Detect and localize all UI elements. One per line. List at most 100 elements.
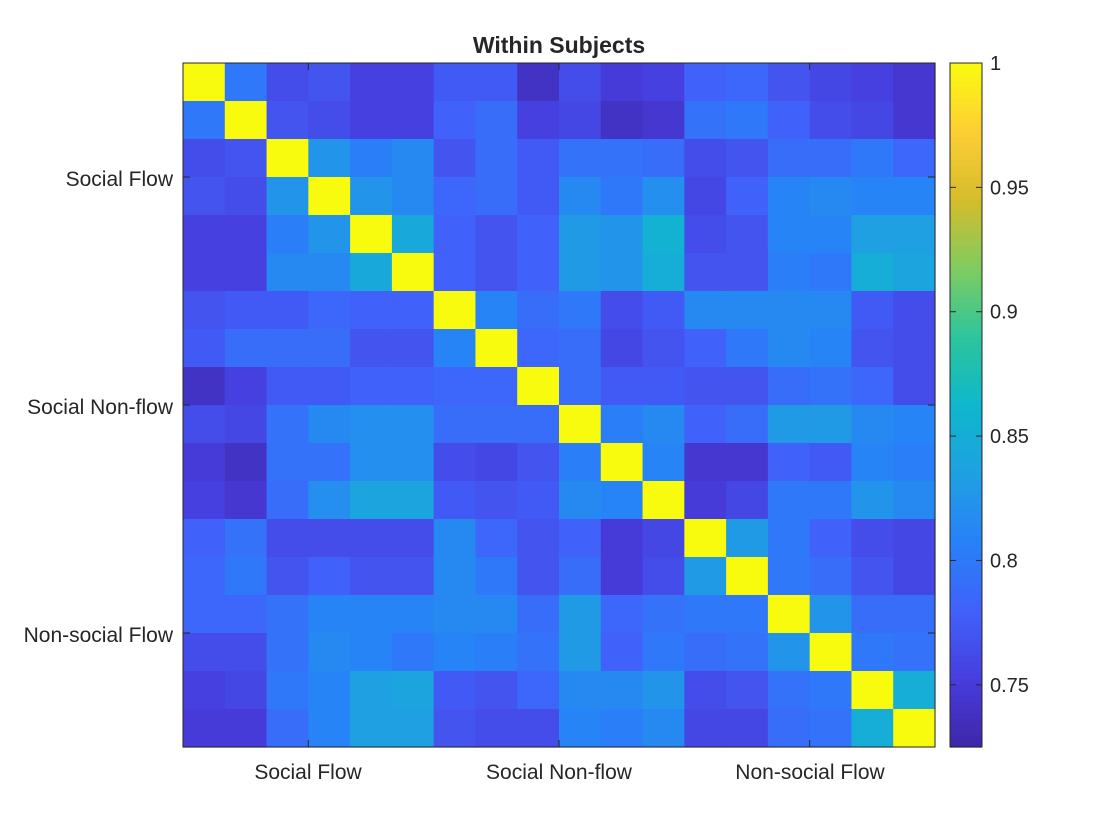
heatmap-cell: [266, 215, 309, 254]
x-tick-label-social-flow: Social Flow: [254, 761, 362, 784]
colorbar-segment: [950, 68, 982, 75]
heatmap-cell: [391, 443, 435, 482]
heatmap-cell: [559, 329, 602, 368]
heatmap-cell: [893, 101, 936, 140]
heatmap-cell: [475, 367, 518, 406]
colorbar-segment: [950, 359, 982, 366]
heatmap-cell: [642, 101, 685, 140]
colorbar-segment: [950, 519, 982, 526]
colorbar-segment: [950, 308, 982, 315]
colorbar-segment: [950, 177, 982, 184]
colorbar-segment: [950, 85, 982, 93]
heatmap-cell: [559, 709, 602, 748]
heatmap-cell: [308, 253, 351, 292]
heatmap-cell: [600, 405, 644, 444]
colorbar-segment: [950, 536, 982, 543]
colorbar-tick-label: 1: [990, 53, 1001, 75]
heatmap-cell: [809, 633, 853, 672]
colorbar-segment: [950, 262, 982, 269]
heatmap-cell: [767, 481, 811, 520]
heatmap-cell: [600, 63, 644, 102]
heatmap-cell: [433, 595, 477, 634]
heatmap-cell: [600, 481, 644, 520]
colorbar-segment: [950, 222, 982, 229]
colorbar-segment: [950, 194, 982, 201]
heatmap-cell: [350, 443, 393, 482]
colorbar-segment: [950, 439, 982, 446]
heatmap-cell: [517, 215, 560, 254]
heatmap-cell: [350, 481, 393, 520]
heatmap-cell: [433, 215, 477, 254]
heatmap-cell: [308, 671, 351, 710]
colorbar-segment: [950, 279, 982, 286]
colorbar-tick-label: 0.9: [990, 302, 1018, 324]
heatmap-cell: [183, 139, 226, 178]
colorbar: 0.75 0.8 0.85 0.9 0.95 1: [949, 53, 1029, 748]
heatmap-cell: [893, 329, 936, 368]
heatmap-cell: [224, 405, 268, 444]
heatmap-cell: [726, 481, 769, 520]
heatmap-cell: [391, 367, 435, 406]
heatmap-cell: [559, 557, 602, 596]
heatmap-cell: [224, 671, 268, 710]
heatmap-cell: [684, 139, 727, 178]
colorbar-segment: [950, 108, 982, 115]
heatmap-cell: [559, 633, 602, 672]
heatmap-cell: [517, 253, 560, 292]
heatmap-cell: [600, 291, 644, 330]
heatmap-cell: [183, 291, 226, 330]
colorbar-segment: [950, 644, 982, 651]
heatmap-cell: [851, 557, 894, 596]
heatmap-cell: [893, 557, 936, 596]
colorbar-segment: [950, 370, 982, 378]
heatmap-cell: [851, 671, 894, 710]
colorbar-segment: [950, 165, 982, 172]
colorbar-segment: [950, 211, 982, 218]
colorbar-segment: [950, 496, 982, 503]
heatmap-cell: [350, 139, 393, 178]
heatmap-cell: [726, 291, 769, 330]
heatmap-cell: [224, 443, 268, 482]
heatmap-cell: [809, 291, 853, 330]
x-tick-label-non-social-flow: Non-social Flow: [735, 761, 885, 784]
colorbar-segment: [950, 433, 982, 440]
colorbar-segment: [950, 507, 982, 514]
heatmap-cell: [433, 253, 477, 292]
heatmap-cell: [726, 177, 769, 216]
heatmap-cell: [391, 291, 435, 330]
colorbar-segment: [950, 74, 982, 81]
heatmap-cell: [475, 443, 518, 482]
heatmap-cell: [433, 329, 477, 368]
heatmap-cell: [475, 633, 518, 672]
heatmap-cell: [559, 595, 602, 634]
colorbar-segment: [950, 319, 982, 326]
heatmap-cell: [684, 101, 727, 140]
heatmap-cell: [308, 291, 351, 330]
heatmap-cell: [224, 101, 268, 140]
heatmap-cell: [851, 215, 894, 254]
colorbar-segment: [950, 205, 982, 212]
heatmap-cell: [851, 709, 894, 748]
colorbar-segment: [950, 707, 982, 714]
colorbar-segment: [950, 684, 982, 691]
colorbar-segment: [950, 353, 982, 360]
heatmap-cell: [391, 519, 435, 558]
heatmap-cell: [684, 671, 727, 710]
heatmap-cell: [266, 253, 309, 292]
colorbar-segment: [950, 712, 982, 720]
heatmap-cell: [266, 367, 309, 406]
heatmap-cell: [308, 329, 351, 368]
colorbar-segment: [950, 490, 982, 497]
heatmap-cell: [851, 405, 894, 444]
heatmap-cell: [642, 671, 685, 710]
heatmap-cell: [726, 63, 769, 102]
heatmap-cell: [684, 633, 727, 672]
y-tick-label-social-flow: Social Flow: [66, 168, 174, 191]
heatmap-cell: [350, 709, 393, 748]
colorbar-segment: [950, 650, 982, 657]
colorbar-segment: [950, 678, 982, 685]
heatmap-cell: [308, 519, 351, 558]
colorbar-segment: [950, 427, 982, 435]
heatmap-cell: [433, 63, 477, 102]
heatmap-cell: [767, 443, 811, 482]
